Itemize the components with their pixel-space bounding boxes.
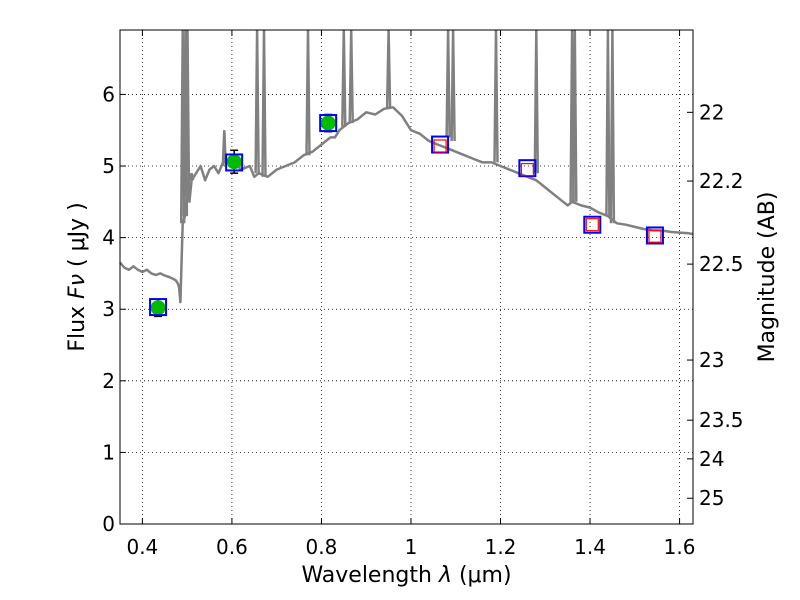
sed-continuum-line [119,106,694,304]
y2-tick-label: 22.2 [699,169,744,193]
y2-tick-label: 25 [699,486,724,510]
observed-point [226,154,242,170]
emission-line [493,29,499,163]
y-tick-label: 0 [102,512,115,536]
emission-line [348,29,354,124]
y-tick-label: 5 [102,154,115,178]
emission-line [533,29,540,174]
y2-tick-label: 22 [699,100,724,124]
plot-frame [119,29,694,525]
model-square [149,298,168,317]
x-tick-label: 0.8 [306,535,338,559]
emission-line [341,29,347,127]
y2-axis-label: Magnitude (AB) [755,192,780,363]
x-tick-label: 0.6 [216,535,248,559]
observed-point [320,115,336,131]
emission-line [605,29,611,217]
y2-tick-label: 24 [699,447,724,471]
emission-line [254,29,260,174]
y-tick-label: 1 [102,440,115,464]
emission-line [445,29,451,138]
x-tick-label: 1 [405,535,418,559]
emission-line [261,29,267,177]
synthetic-square [520,163,534,177]
model-square [225,153,244,172]
x-tick-label: 1.4 [574,535,606,559]
emission-line [450,29,456,142]
axis-labels: 0.4 0.6 0.8 1 1.2 1.4 1.601234562222.222.52323… [65,82,780,588]
y2-tick-label: 23.5 [699,408,744,432]
emission-line [385,29,392,109]
emission-line [572,29,578,202]
model-square [319,114,338,133]
model-square [583,215,602,234]
observed-point [150,300,166,316]
y-tick-label: 3 [102,297,115,321]
sed-spectrum [119,29,694,304]
synthetic-square [433,139,447,153]
model-square [645,226,664,245]
y-tick-label: 6 [102,82,115,106]
synthetic-square [648,229,662,243]
y2-tick-label: 23 [699,348,724,372]
axis-ticks [120,30,693,525]
y-axis-label: Flux Fν ( μJy ) [65,202,90,351]
x-tick-label: 0.4 [126,535,158,559]
emission-line [188,172,195,181]
y-tick-label: 4 [102,226,115,250]
x-tick-label: 1.2 [485,535,517,559]
x-tick-label: 1.6 [664,535,696,559]
y2-tick-label: 22.5 [699,252,744,276]
emission-line [609,29,616,224]
emission-line [305,29,311,156]
photometry-markers [149,113,664,318]
y-tick-label: 2 [102,369,115,393]
synthetic-square [585,218,599,232]
x-axis-label: Wavelength λ (μm) [301,563,511,588]
